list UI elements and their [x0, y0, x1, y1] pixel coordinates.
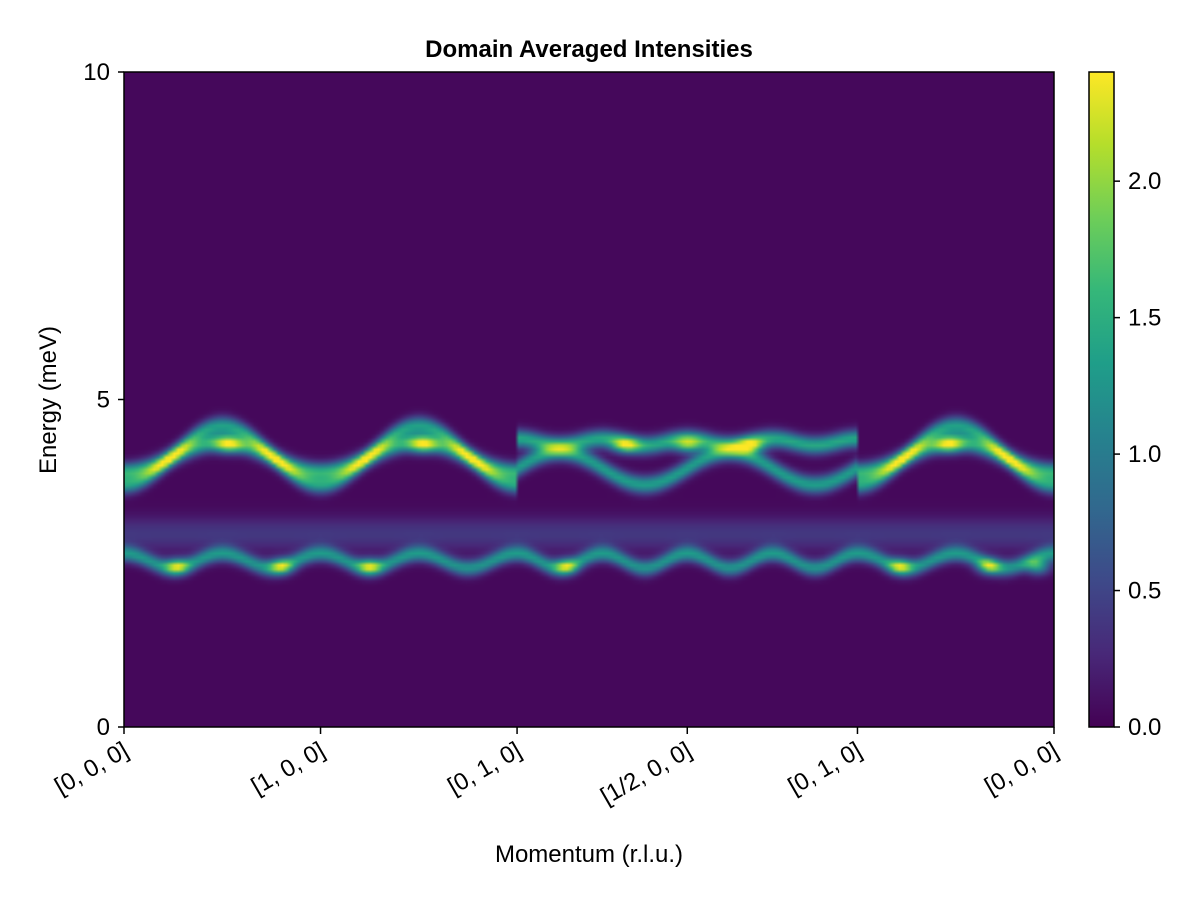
y-tick-label: 5 — [97, 387, 110, 414]
y-tick-label: 0 — [97, 714, 110, 741]
x-axis-label: Momentum (r.l.u.) — [495, 841, 683, 868]
y-axis-ticks: 0 5 10 — [83, 59, 124, 741]
x-tick-label: [0, 1, 0] — [784, 737, 867, 800]
colorbar-tick-label: 1.5 — [1128, 305, 1161, 332]
colorbar-tick-label: 2.0 — [1128, 168, 1161, 195]
colorbar-tick-label: 1.0 — [1128, 441, 1161, 468]
intensity-map — [124, 72, 1054, 727]
x-tick-label: [1/2, 0, 0] — [596, 737, 696, 810]
colorbar-tick-label: 0.5 — [1128, 578, 1161, 605]
colorbar: 0.0 0.5 1.0 1.5 2.0 — [1088, 71, 1161, 741]
x-axis-ticks: [0, 0, 0] [1, 0, 0] [0, 1, 0] [1/2, 0, 0] [0… — [50, 727, 1063, 810]
x-tick-label: [0, 1, 0] — [443, 737, 526, 800]
y-tick-label: 10 — [83, 59, 110, 86]
x-tick-label: [1, 0, 0] — [247, 737, 330, 800]
heatmap-image — [124, 72, 1054, 727]
chart-title: Domain Averaged Intensities — [425, 36, 753, 63]
x-tick-label: [0, 0, 0] — [50, 737, 133, 800]
colorbar-gradient — [1088, 71, 1115, 728]
x-tick-label: [0, 0, 0] — [980, 737, 1063, 800]
y-axis-label: Energy (meV) — [35, 326, 62, 474]
colorbar-ticks: 0.0 0.5 1.0 1.5 2.0 — [1114, 168, 1161, 741]
plot-area — [123, 71, 1055, 728]
colorbar-tick-label: 0.0 — [1128, 714, 1161, 741]
